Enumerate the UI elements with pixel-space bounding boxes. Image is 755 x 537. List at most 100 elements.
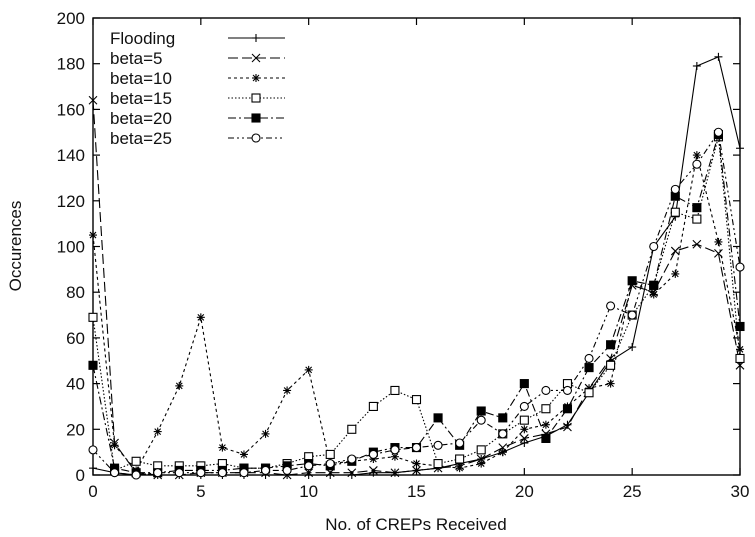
data-point <box>251 93 261 103</box>
legend-item: beta=25 <box>110 129 285 148</box>
data-point <box>283 386 292 395</box>
data-point <box>347 424 357 434</box>
data-point <box>88 445 98 455</box>
data-point <box>584 388 594 398</box>
x-tick-label: 25 <box>623 482 642 501</box>
x-tick-label: 10 <box>299 482 318 501</box>
data-point <box>260 465 271 475</box>
series-line <box>92 56 741 476</box>
data-point <box>498 448 507 457</box>
data-point <box>606 379 615 388</box>
data-point <box>736 144 744 153</box>
data-point <box>368 401 378 412</box>
x-tick-label: 30 <box>731 482 750 501</box>
data-point <box>713 127 723 137</box>
y-tick-label: 40 <box>66 375 85 394</box>
data-point <box>541 385 551 396</box>
data-point <box>390 445 400 455</box>
data-point <box>563 422 572 432</box>
data-point <box>714 52 723 61</box>
y-tick-label: 140 <box>57 146 85 165</box>
data-point <box>110 441 119 450</box>
x-tick-label: 0 <box>88 482 97 501</box>
legend-item: beta=15 <box>110 89 285 108</box>
data-point <box>390 468 400 478</box>
data-point <box>670 246 680 256</box>
data-point <box>411 443 422 453</box>
data-point <box>455 454 465 464</box>
series-line <box>92 154 741 472</box>
data-point <box>325 459 335 469</box>
data-point <box>735 262 745 272</box>
legend-item: beta=10 <box>110 69 285 88</box>
data-point <box>628 343 637 352</box>
data-point <box>390 385 400 396</box>
data-point <box>282 465 292 475</box>
data-point <box>692 214 702 224</box>
data-point <box>433 459 443 469</box>
legend-label: beta=10 <box>110 69 172 88</box>
series-beta-5 <box>88 95 745 480</box>
data-point <box>714 237 723 246</box>
data-point <box>606 301 616 311</box>
data-point <box>304 365 313 374</box>
y-tick-label: 120 <box>57 192 85 211</box>
legend-item: beta=20 <box>110 109 285 128</box>
data-point <box>217 468 227 478</box>
x-tick-label: 15 <box>407 482 426 501</box>
data-point <box>670 207 680 217</box>
legend-item: Flooding <box>110 29 285 48</box>
data-point <box>692 151 701 160</box>
y-tick-label: 80 <box>66 283 85 302</box>
data-point <box>627 276 637 286</box>
data-point <box>519 401 529 412</box>
data-point <box>433 440 443 450</box>
data-point <box>88 312 98 322</box>
series-line <box>92 134 741 474</box>
data-point <box>89 464 97 473</box>
data-point <box>736 345 744 354</box>
data-point <box>498 429 508 439</box>
data-point <box>252 74 260 82</box>
data-point <box>692 203 702 213</box>
legend-label: beta=15 <box>110 89 172 108</box>
data-point <box>196 468 206 478</box>
legend: Floodingbeta=5beta=10beta=15beta=20beta=… <box>110 29 285 148</box>
data-point <box>584 353 594 364</box>
y-axis: 0 20 40 60 80 100 120 140 160 180 200 <box>57 9 740 485</box>
y-tick-label: 100 <box>57 238 85 257</box>
data-point <box>252 34 260 42</box>
data-point <box>433 413 443 423</box>
data-point <box>541 433 551 443</box>
data-point <box>735 353 745 364</box>
data-point <box>606 360 616 370</box>
data-point <box>519 379 529 389</box>
data-point <box>411 395 422 405</box>
data-point <box>692 61 701 70</box>
data-point <box>368 466 378 475</box>
data-point <box>735 321 745 332</box>
data-point <box>476 415 486 425</box>
legend-item: beta=5 <box>110 49 285 68</box>
data-point <box>670 184 680 194</box>
data-point <box>455 464 464 473</box>
data-point <box>649 280 659 290</box>
data-point <box>476 406 486 416</box>
legend-label: beta=25 <box>110 129 172 148</box>
data-point <box>498 413 508 423</box>
plot-frame <box>92 17 741 476</box>
data-point <box>261 429 270 438</box>
y-tick-label: 160 <box>57 100 85 119</box>
data-point <box>649 290 658 299</box>
data-point <box>692 239 702 249</box>
series-beta-15 <box>88 132 745 475</box>
data-point <box>412 466 421 475</box>
x-axis-label: No. of CREPs Received <box>325 515 506 534</box>
series-flooding <box>89 52 744 479</box>
data-point <box>562 385 573 396</box>
data-point <box>671 269 680 278</box>
y-axis-label: Occurences <box>6 201 25 292</box>
data-point <box>218 443 227 452</box>
data-point <box>131 470 141 480</box>
data-point <box>692 159 702 169</box>
